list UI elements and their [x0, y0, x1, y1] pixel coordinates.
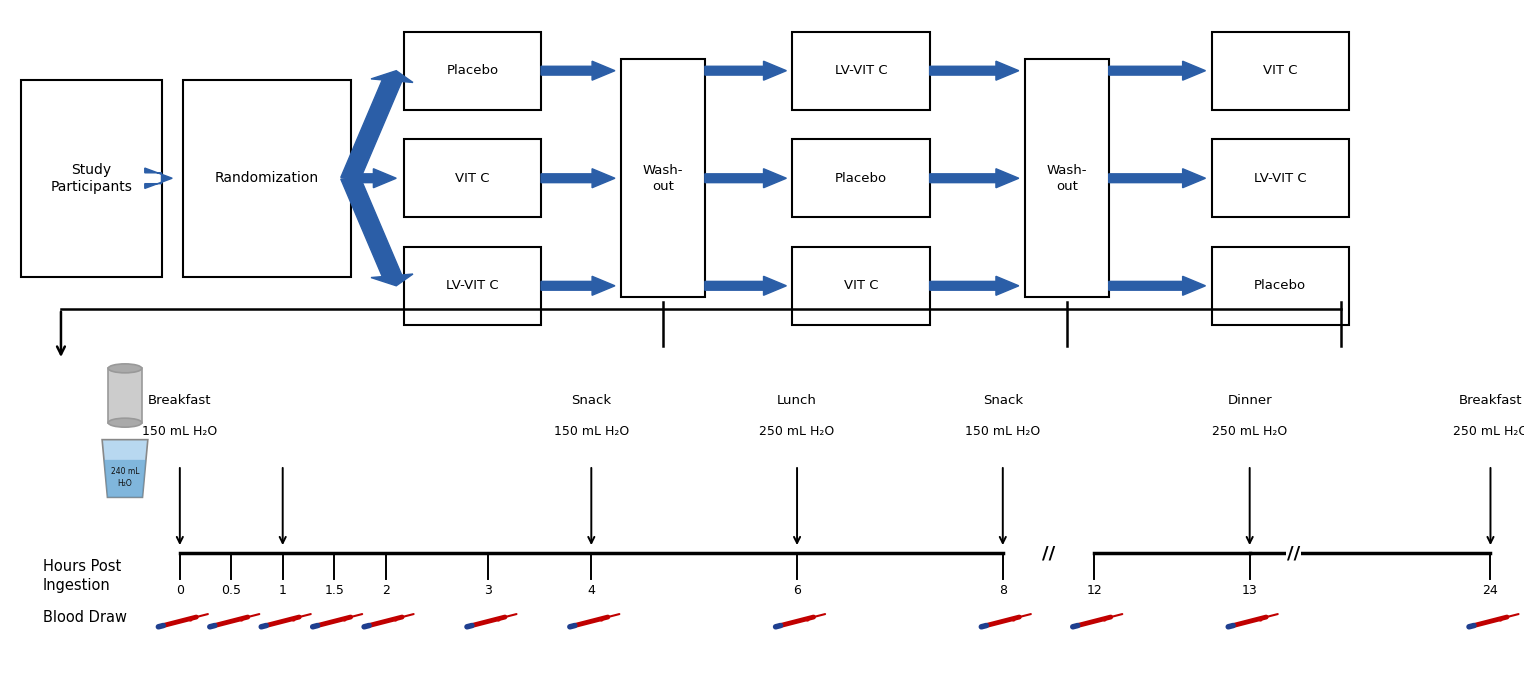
FancyBboxPatch shape	[792, 32, 930, 110]
Text: Placebo: Placebo	[1254, 279, 1306, 292]
Text: LV-VIT C: LV-VIT C	[1254, 172, 1306, 185]
FancyArrow shape	[704, 276, 786, 295]
Polygon shape	[104, 460, 146, 497]
Text: Snack: Snack	[983, 394, 1023, 407]
FancyArrow shape	[351, 168, 396, 187]
FancyArrow shape	[930, 168, 1018, 187]
FancyArrow shape	[541, 168, 614, 187]
Text: VIT C: VIT C	[844, 279, 878, 292]
Text: 2: 2	[381, 584, 390, 597]
Text: 1.5: 1.5	[325, 584, 344, 597]
Polygon shape	[102, 440, 148, 497]
FancyArrow shape	[341, 71, 413, 179]
Text: VIT C: VIT C	[456, 172, 489, 185]
Text: 250 mL H₂O: 250 mL H₂O	[1452, 425, 1524, 438]
Text: H₂O: H₂O	[117, 479, 133, 488]
Text: Breakfast: Breakfast	[148, 394, 212, 407]
Text: 150 mL H₂O: 150 mL H₂O	[142, 425, 218, 438]
Text: Placebo: Placebo	[835, 172, 887, 185]
FancyBboxPatch shape	[1212, 139, 1349, 217]
Text: //: //	[1288, 545, 1300, 562]
FancyBboxPatch shape	[1212, 32, 1349, 110]
Text: 24: 24	[1483, 584, 1498, 597]
FancyBboxPatch shape	[21, 79, 162, 277]
FancyArrow shape	[341, 177, 413, 286]
Text: 250 mL H₂O: 250 mL H₂O	[1212, 425, 1288, 438]
FancyBboxPatch shape	[622, 60, 704, 297]
Text: Study
Participants: Study Participants	[50, 162, 133, 194]
Text: 240 mL: 240 mL	[111, 467, 139, 477]
Text: Wash-
out: Wash- out	[643, 164, 683, 193]
Text: Ingestion: Ingestion	[43, 579, 110, 593]
Bar	[108, 368, 142, 422]
Text: LV-VIT C: LV-VIT C	[447, 279, 498, 292]
Text: 4: 4	[587, 584, 596, 597]
FancyArrow shape	[1108, 168, 1205, 187]
Text: Dinner: Dinner	[1227, 394, 1273, 407]
FancyArrow shape	[704, 61, 786, 80]
Text: VIT C: VIT C	[1263, 65, 1297, 77]
Text: Wash-
out: Wash- out	[1047, 164, 1087, 193]
FancyArrow shape	[930, 61, 1018, 80]
FancyBboxPatch shape	[404, 139, 541, 217]
Text: 0.5: 0.5	[221, 584, 241, 597]
Text: Placebo: Placebo	[447, 65, 498, 77]
Text: 1: 1	[279, 584, 287, 597]
Text: Snack: Snack	[572, 394, 611, 407]
FancyArrow shape	[1108, 61, 1205, 80]
FancyBboxPatch shape	[792, 246, 930, 325]
FancyArrow shape	[704, 168, 786, 187]
FancyBboxPatch shape	[1024, 60, 1109, 297]
Text: 250 mL H₂O: 250 mL H₂O	[759, 425, 835, 438]
Text: 13: 13	[1242, 584, 1257, 597]
Text: //: //	[1042, 545, 1055, 562]
Text: 6: 6	[792, 584, 802, 597]
Text: 150 mL H₂O: 150 mL H₂O	[553, 425, 629, 438]
Text: Lunch: Lunch	[777, 394, 817, 407]
FancyBboxPatch shape	[404, 246, 541, 325]
Ellipse shape	[108, 418, 142, 427]
FancyBboxPatch shape	[1212, 246, 1349, 325]
FancyBboxPatch shape	[404, 32, 541, 110]
Text: 3: 3	[485, 584, 492, 597]
FancyArrow shape	[541, 276, 614, 295]
FancyArrow shape	[1108, 276, 1205, 295]
Text: 0: 0	[175, 584, 184, 597]
Text: Breakfast: Breakfast	[1458, 394, 1522, 407]
FancyArrow shape	[930, 276, 1018, 295]
Text: 12: 12	[1087, 584, 1102, 597]
FancyArrow shape	[145, 168, 172, 188]
Text: 8: 8	[998, 584, 1007, 597]
Text: Randomization: Randomization	[215, 171, 319, 185]
FancyBboxPatch shape	[183, 79, 351, 277]
Text: LV-VIT C: LV-VIT C	[835, 65, 887, 77]
FancyArrow shape	[541, 61, 614, 80]
FancyBboxPatch shape	[792, 139, 930, 217]
Ellipse shape	[108, 364, 142, 373]
Text: Blood Draw: Blood Draw	[43, 610, 126, 625]
Text: Hours Post: Hours Post	[43, 559, 120, 574]
Text: 150 mL H₂O: 150 mL H₂O	[965, 425, 1041, 438]
